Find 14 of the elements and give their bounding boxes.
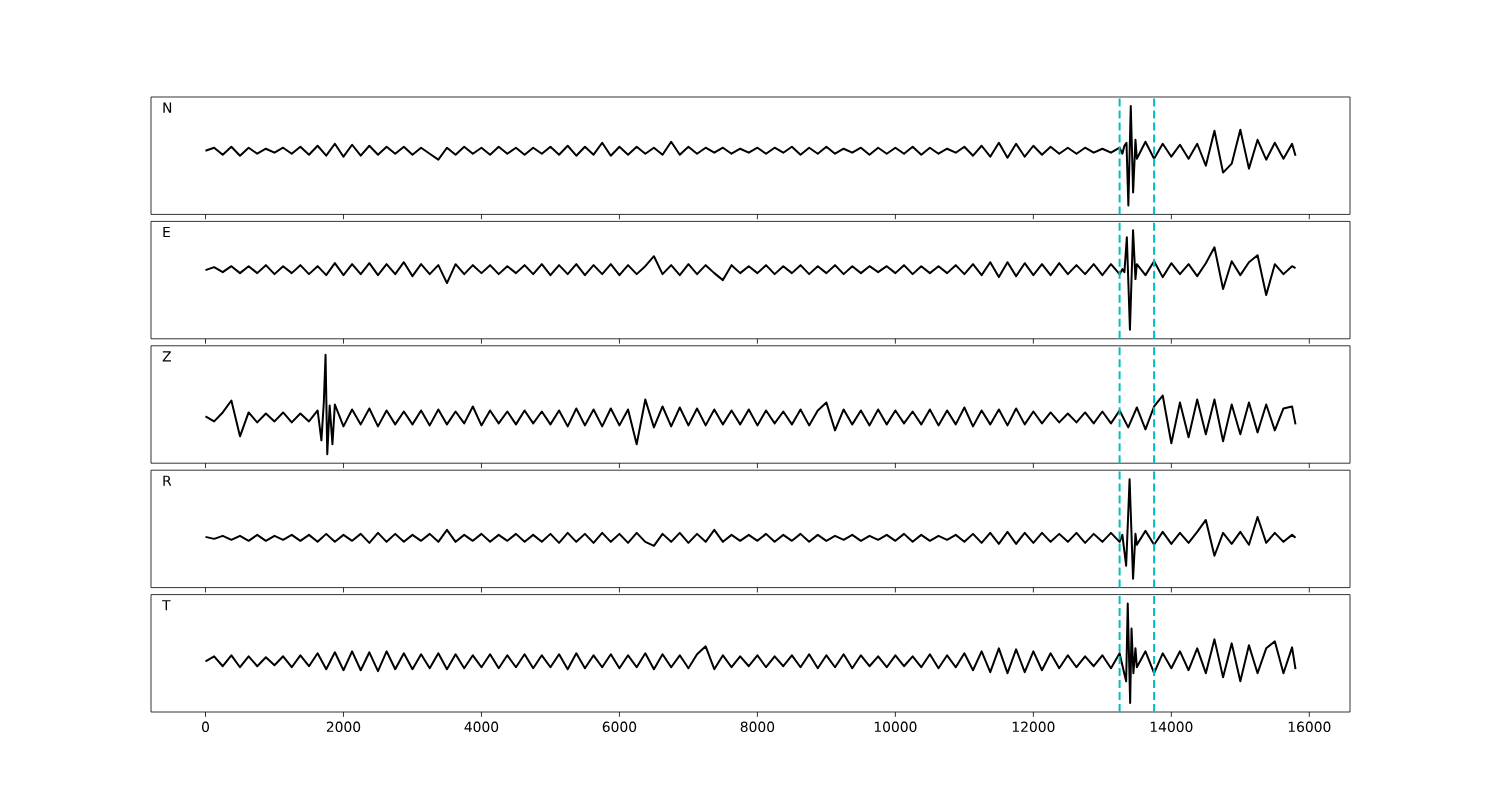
- annotation: T: [162, 600, 171, 611]
- x-tick-label: 8000: [740, 721, 775, 733]
- x-tick-label: 16000: [1288, 721, 1331, 733]
- x-tick-label: 4000: [464, 721, 499, 733]
- x-tick-label: 14000: [1150, 721, 1193, 733]
- x-tick-label: 10000: [874, 721, 917, 733]
- annotation: N: [163, 102, 172, 113]
- x-tick-label: 2000: [326, 721, 361, 733]
- x-tick-label: 0: [202, 721, 209, 733]
- annotation: Z: [162, 351, 171, 362]
- x-tick-label: 6000: [602, 721, 637, 733]
- x-tick-label: 12000: [1012, 721, 1055, 733]
- annotation: R: [163, 475, 172, 486]
- annotation: E: [163, 226, 170, 238]
